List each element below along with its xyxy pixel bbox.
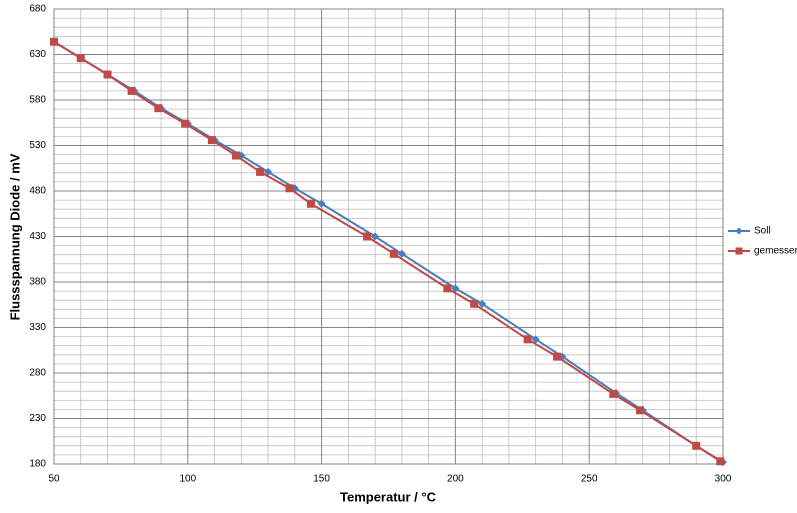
point bbox=[231, 151, 240, 160]
point bbox=[531, 335, 540, 344]
y-tick-label: 180 bbox=[29, 459, 46, 470]
y-tick-label: 230 bbox=[29, 413, 46, 424]
y-tick-label: 630 bbox=[29, 49, 46, 60]
x-axis-title: Temperatur / °C bbox=[340, 489, 437, 504]
y-tick-label: 430 bbox=[29, 231, 46, 242]
legend-label: Soll bbox=[754, 226, 771, 237]
point bbox=[371, 232, 380, 241]
point bbox=[317, 199, 326, 208]
x-tick-label: 50 bbox=[48, 474, 60, 485]
point bbox=[181, 119, 190, 128]
series-line bbox=[53, 40, 721, 463]
point bbox=[523, 335, 532, 344]
y-axis-title: Flussspannung Diode / mV bbox=[7, 153, 22, 320]
point bbox=[207, 136, 216, 145]
point bbox=[451, 284, 460, 293]
plot-border bbox=[53, 8, 724, 465]
y-tick-label: 380 bbox=[29, 277, 46, 288]
x-tick-label: 200 bbox=[447, 474, 464, 485]
y-tick-label: 480 bbox=[29, 186, 46, 197]
point bbox=[50, 37, 58, 46]
x-tick-label: 150 bbox=[313, 474, 330, 485]
x-tick-label: 100 bbox=[179, 474, 196, 485]
point bbox=[389, 249, 398, 258]
point bbox=[478, 299, 487, 308]
point bbox=[609, 389, 618, 398]
legend-label: gemessen bbox=[754, 246, 797, 257]
point bbox=[76, 54, 85, 63]
point bbox=[154, 104, 163, 113]
y-tick-label: 580 bbox=[29, 95, 46, 106]
point bbox=[470, 299, 479, 308]
point bbox=[716, 457, 725, 466]
point bbox=[443, 284, 452, 293]
point bbox=[285, 184, 294, 193]
point bbox=[127, 86, 136, 95]
point bbox=[553, 352, 562, 361]
point bbox=[256, 167, 265, 176]
y-tick-label: 330 bbox=[29, 322, 46, 333]
legend-marker bbox=[735, 227, 743, 235]
point bbox=[363, 232, 372, 241]
point bbox=[692, 441, 701, 450]
y-tick-label: 680 bbox=[29, 4, 46, 15]
point bbox=[264, 167, 273, 176]
point bbox=[636, 406, 645, 415]
y-tick-label: 280 bbox=[29, 368, 46, 379]
point bbox=[397, 249, 406, 258]
point bbox=[103, 70, 112, 79]
point bbox=[306, 199, 315, 208]
x-tick-label: 300 bbox=[715, 474, 732, 485]
y-tick-label: 530 bbox=[29, 140, 46, 151]
legend-marker bbox=[735, 247, 743, 255]
x-tick-label: 250 bbox=[581, 474, 598, 485]
